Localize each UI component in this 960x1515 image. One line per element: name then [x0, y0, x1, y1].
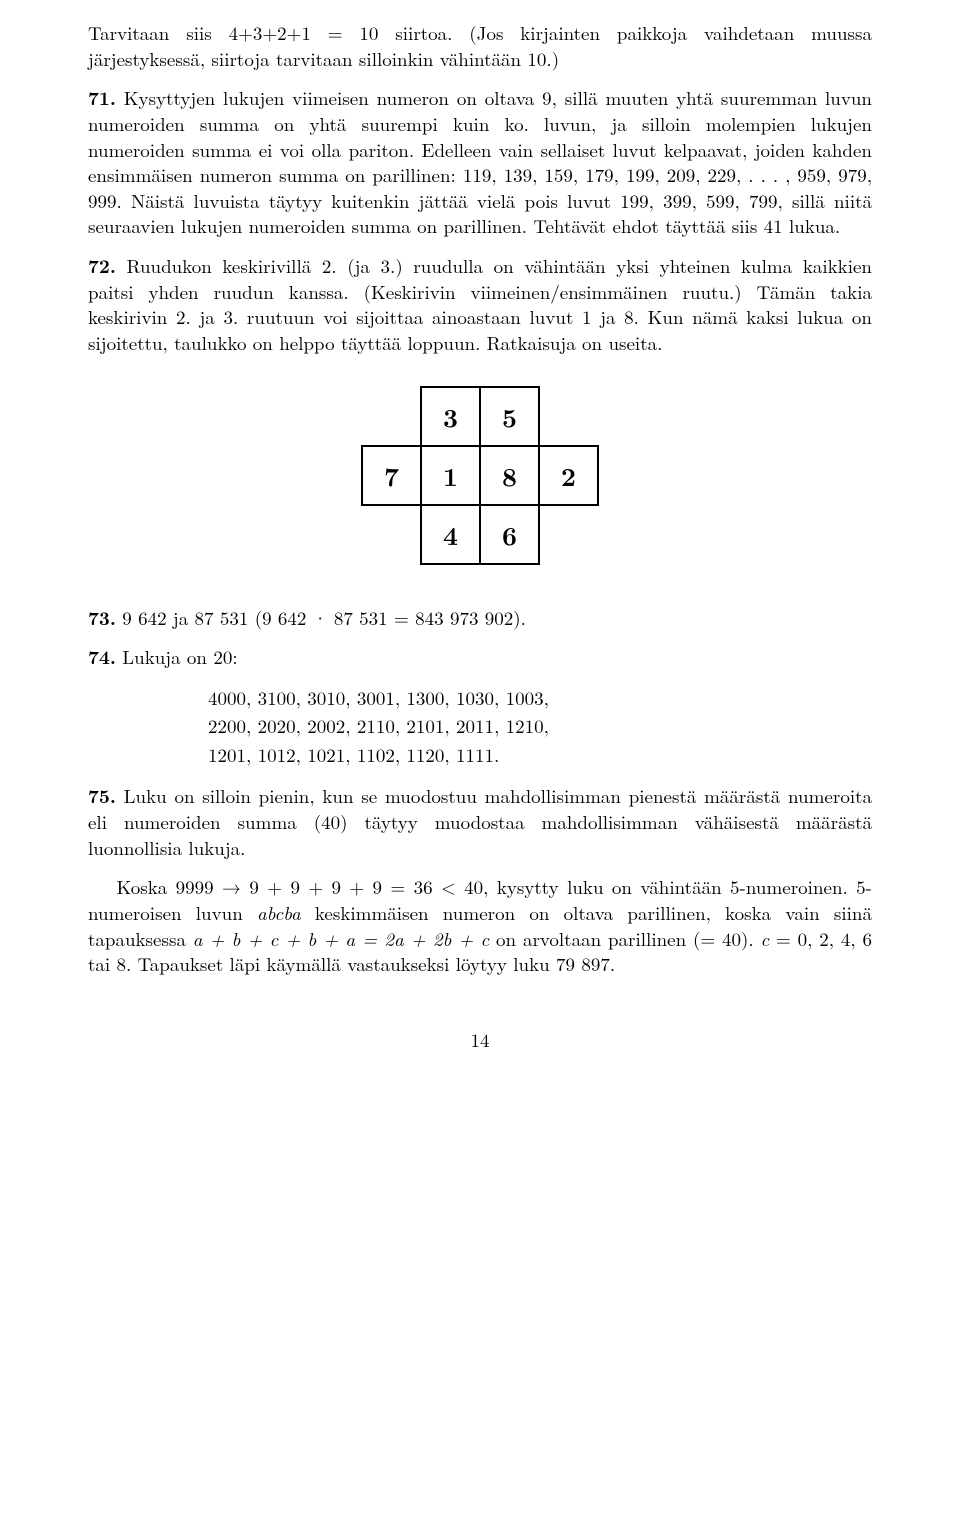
problem-72: 72. Ruudukon keskirivillä 2. (ja 3.) ruu…	[88, 253, 872, 356]
grid-blank	[539, 387, 598, 446]
p75-text-c: on arvoltaan parillinen (= 40).	[489, 925, 760, 952]
p75-eq1: a + b + c + b + a = 2a + 2b + c	[193, 925, 489, 952]
problem-71-body: Kysyttyjen lukujen viimeisen numeron on …	[88, 84, 872, 239]
number-list-line-3: 1201, 1012, 1021, 1102, 1120, 1111.	[208, 741, 872, 770]
grid-cell-r0c2: 5	[480, 387, 539, 446]
grid-cell-r1c2: 8	[480, 446, 539, 505]
problem-73: 73. 9 642 ja 87 531 (9 642 · 87 531 = 84…	[88, 605, 872, 631]
problem-73-label: 73.	[88, 603, 116, 631]
problem-75-label: 75.	[88, 781, 116, 809]
number-list-line-2: 2200, 2020, 2002, 2110, 2101, 2011, 1210…	[208, 712, 872, 741]
problem-71: 71. Kysyttyjen lukujen viimeisen numeron…	[88, 85, 872, 239]
number-list: 4000, 3100, 3010, 3001, 1300, 1030, 1003…	[208, 684, 872, 770]
grid-blank	[362, 387, 421, 446]
cross-grid-wrap: 3 5 7 1 8 2 4 6	[88, 386, 872, 565]
grid-cell-r2c2: 6	[480, 505, 539, 564]
number-list-line-1: 4000, 3100, 3010, 3001, 1300, 1030, 1003…	[208, 684, 872, 713]
grid-blank	[362, 505, 421, 564]
problem-71-label: 71.	[88, 83, 116, 111]
p75-abcba: abcba	[257, 899, 301, 926]
page-content: Tarvitaan siis 4+3+2+1 = 10 siirtoa. (Jo…	[0, 0, 960, 1093]
problem-74: 74. Lukuja on 20:	[88, 644, 872, 670]
page-number: 14	[88, 1027, 872, 1053]
problem-75: 75. Luku on silloin pienin, kun se muodo…	[88, 783, 872, 860]
cross-grid: 3 5 7 1 8 2 4 6	[361, 386, 599, 565]
problem-72-body: Ruudukon keskirivillä 2. (ja 3.) ruudull…	[88, 252, 872, 356]
problem-75-body: Luku on silloin pienin, kun se muodostuu…	[88, 782, 872, 860]
grid-cell-r0c1: 3	[421, 387, 480, 446]
problem-73-body: 9 642 ja 87 531 (9 642 · 87 531 = 843 97…	[116, 604, 526, 631]
grid-cell-r1c0: 7	[362, 446, 421, 505]
grid-cell-r1c1: 1	[421, 446, 480, 505]
grid-cell-r2c1: 4	[421, 505, 480, 564]
p75-eq2: c	[760, 925, 769, 952]
problem-75-continued: Koska 9999 → 9 + 9 + 9 + 9 = 36 < 40, ky…	[88, 874, 872, 977]
grid-cell-r1c3: 2	[539, 446, 598, 505]
problem-72-label: 72.	[88, 251, 116, 279]
intro-paragraph: Tarvitaan siis 4+3+2+1 = 10 siirtoa. (Jo…	[88, 20, 872, 71]
problem-74-label: 74.	[88, 642, 116, 670]
problem-74-body: Lukuja on 20:	[116, 643, 238, 670]
grid-blank	[539, 505, 598, 564]
